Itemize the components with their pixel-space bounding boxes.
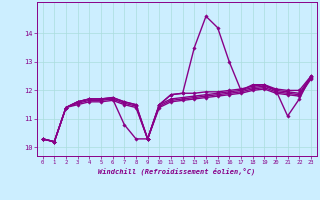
- X-axis label: Windchill (Refroidissement éolien,°C): Windchill (Refroidissement éolien,°C): [98, 168, 255, 175]
